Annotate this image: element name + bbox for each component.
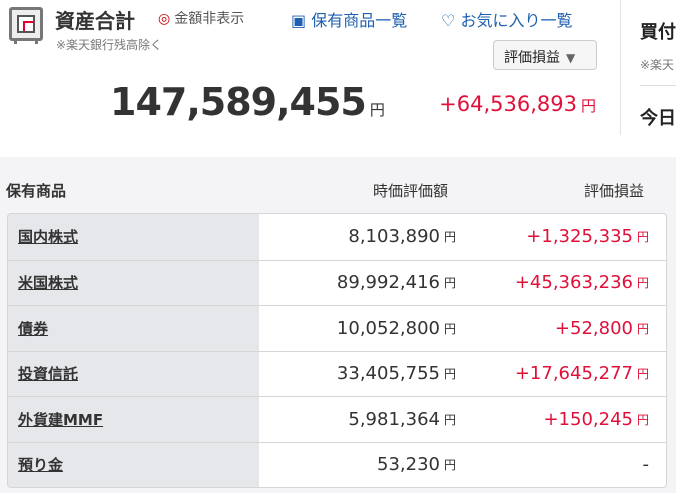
market-value: 89,992,416 円 (259, 261, 456, 306)
table-row: 債券 10,052,800 円 +52,800 円 (8, 305, 666, 351)
profit-value: +64,536,893 (439, 92, 577, 116)
total-profit: +64,536,893 円 (439, 92, 596, 116)
page-title: 資産合計 (55, 9, 135, 33)
side-note: ※楽天 (640, 58, 675, 72)
eye-icon: ◎ (158, 11, 171, 27)
unrealized-gain: +45,363,236 円 (456, 261, 649, 306)
holdings-link[interactable]: ▣ 保有商品一覧 (291, 7, 407, 31)
market-value: 33,405,755 円 (259, 352, 456, 397)
yen-unit: 円 (443, 230, 456, 245)
table-row: 投資信託 33,405,755 円 +17,645,277 円 (8, 350, 666, 397)
yen-unit: 円 (443, 458, 456, 473)
gain-text: - (642, 454, 650, 476)
row-name-link[interactable]: 米国株式 (8, 260, 259, 305)
safe-icon (9, 7, 43, 44)
table-row: 米国株式 89,992,416 円 +45,363,236 円 (8, 259, 666, 306)
chevron-down-icon: ▼ (566, 51, 576, 65)
gain-text: +150,245 (543, 408, 633, 430)
yen-unit: 円 (369, 101, 385, 119)
yen-unit: 円 (580, 97, 596, 115)
yen-unit: 円 (443, 412, 456, 427)
gain-text: +1,325,335 (526, 226, 633, 248)
table-row: 預り金 53,230 円 - (8, 441, 666, 488)
value-text: 8,103,890 (348, 226, 440, 248)
yen-unit: 円 (636, 276, 649, 291)
note: ※楽天銀行残高除く (56, 38, 163, 52)
yen-unit: 円 (443, 367, 456, 382)
row-name-link[interactable]: 外貨建MMF (8, 397, 259, 442)
unrealized-gain: +52,800 円 (456, 306, 649, 351)
gain-text: +17,645,277 (514, 363, 633, 385)
dropdown-value: 評価損益 (504, 50, 560, 66)
table-row: 国内株式 8,103,890 円 +1,325,335 円 (8, 214, 666, 260)
total-assets: 147,589,455 円 (110, 80, 385, 124)
row-name-link[interactable]: 投資信託 (8, 351, 259, 396)
divider (620, 0, 621, 135)
side-title: 買付 (640, 22, 676, 43)
col-gain-header: 評価損益 (584, 182, 645, 200)
yen-unit: 円 (443, 276, 456, 291)
side-divider (640, 85, 676, 86)
heart-icon: ♡ (441, 11, 456, 30)
row-name-link[interactable]: 債券 (8, 306, 259, 351)
row-name-link[interactable]: 国内株式 (8, 214, 259, 260)
holdings-table: 国内株式 8,103,890 円 +1,325,335 円米国株式 89,992,4… (7, 213, 667, 488)
gain-text: +52,800 (554, 317, 633, 339)
value-text: 10,052,800 (336, 317, 440, 339)
row-name-link[interactable]: 預り金 (8, 442, 259, 487)
hide-amount-toggle[interactable]: ◎ 金額非表示 (158, 8, 244, 28)
total-value: 147,589,455 (110, 80, 367, 124)
safe-small-icon: ▣ (291, 11, 307, 30)
metric-dropdown[interactable]: 評価損益 ▼ (493, 40, 597, 70)
yen-unit: 円 (636, 321, 649, 336)
holdings-link-label: 保有商品一覧 (311, 11, 408, 30)
value-text: 53,230 (377, 454, 440, 476)
favorites-link[interactable]: ♡ お気に入り一覧 (441, 7, 572, 31)
market-value: 10,052,800 円 (259, 306, 456, 351)
value-text: 5,981,364 (348, 408, 440, 430)
holdings-title: 保有商品 (6, 182, 67, 200)
table-row: 外貨建MMF 5,981,364 円 +150,245 円 (8, 396, 666, 442)
favorites-link-label: お気に入り一覧 (460, 11, 573, 30)
hide-amount-label: 金額非表示 (174, 11, 245, 27)
market-value: 5,981,364 円 (259, 397, 456, 442)
yen-unit: 円 (636, 412, 649, 427)
yen-unit: 円 (443, 321, 456, 336)
yen-unit: 円 (636, 230, 649, 245)
side-today: 今日 (640, 108, 676, 129)
unrealized-gain: +150,245 円 (456, 397, 649, 442)
market-value: 8,103,890 円 (259, 214, 456, 260)
unrealized-gain: +1,325,335 円 (456, 214, 649, 260)
col-value-header: 時価評価額 (373, 182, 449, 200)
yen-unit: 円 (636, 367, 649, 382)
gain-text: +45,363,236 (514, 272, 633, 294)
unrealized-gain: +17,645,277 円 (456, 352, 649, 397)
unrealized-gain: - (456, 443, 650, 488)
value-text: 89,992,416 (336, 272, 440, 294)
market-value: 53,230 円 (259, 443, 456, 488)
value-text: 33,405,755 (336, 363, 440, 385)
